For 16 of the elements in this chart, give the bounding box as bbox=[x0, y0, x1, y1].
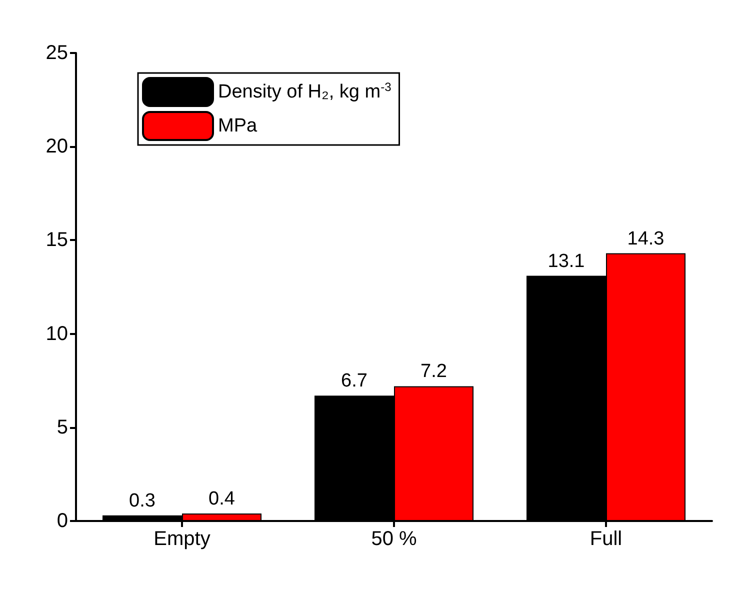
y-tick-label: 25 bbox=[46, 42, 68, 64]
y-tick-label: 5 bbox=[56, 416, 68, 438]
data-label: 6.7 bbox=[341, 370, 368, 392]
data-label: 7.2 bbox=[420, 361, 447, 382]
data-label: 0.3 bbox=[129, 490, 156, 512]
x-tick-label: 50 % bbox=[371, 528, 418, 550]
data-label: 13.1 bbox=[548, 250, 585, 272]
legend-label: MPa bbox=[218, 116, 258, 136]
y-tick-label: 15 bbox=[46, 229, 68, 252]
x-tick-label: Full bbox=[590, 528, 622, 550]
y-tick-label: 10 bbox=[46, 322, 68, 345]
data-label: 0.4 bbox=[208, 488, 236, 510]
y-tick-label: 0 bbox=[56, 510, 68, 532]
y-tick-label: 20 bbox=[46, 136, 68, 158]
data-label: 14.3 bbox=[627, 228, 664, 250]
x-tick-label: Empty bbox=[154, 528, 210, 550]
